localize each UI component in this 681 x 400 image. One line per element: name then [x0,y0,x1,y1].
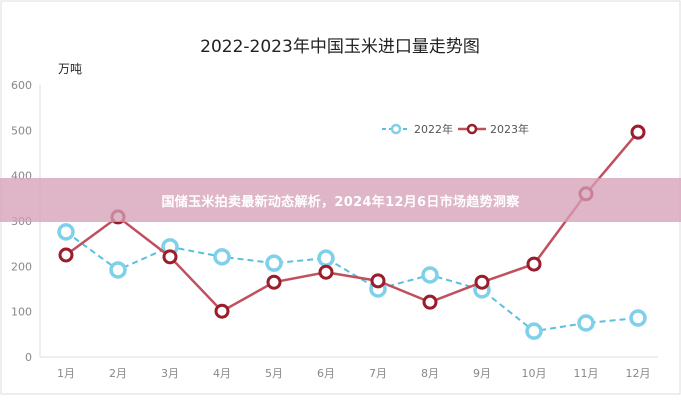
data-point [58,247,74,263]
data-point [421,266,439,284]
data-point [526,256,542,272]
headline-text: 国储玉米拍卖最新动态解析，2024年12月6日市场趋势洞察 [161,194,520,210]
data-point [266,274,282,290]
data-point [213,248,231,266]
x-tick-label: 7月 [369,367,387,380]
data-point [422,294,438,310]
x-tick-label: 2月 [109,367,127,380]
x-tick-label: 3月 [161,367,179,380]
x-tick-label: 9月 [473,367,491,380]
legend-marker [390,123,402,135]
data-point [629,309,647,327]
data-point [317,249,335,267]
data-point [162,249,178,265]
chart-title: 2022-2023年中国玉米进口量走势图 [200,37,480,57]
data-point [474,274,490,290]
x-tick-label: 5月 [265,367,283,380]
y-tick-label: 600 [11,79,32,92]
data-point [318,264,334,280]
y-tick-label: 500 [11,124,32,137]
y-tick-label: 0 [25,351,32,364]
data-point [109,261,127,279]
data-point [370,273,386,289]
x-tick-label: 12月 [626,367,651,380]
series-line [65,131,639,313]
y-axis-label: 万吨 [58,62,82,76]
data-point [214,303,230,319]
data-point [630,124,646,140]
x-tick-label: 8月 [421,367,439,380]
headline-banner: 国储玉米拍卖最新动态解析，2024年12月6日市场趋势洞察 [0,178,681,222]
data-point [265,254,283,272]
data-point [57,223,75,241]
x-tick-label: 11月 [574,367,599,380]
x-tick-label: 6月 [317,367,335,380]
x-tick-label: 1月 [57,367,75,380]
legend-label: 2022年 [414,122,453,136]
x-tick-label: 4月 [213,367,231,380]
data-point [577,314,595,332]
y-tick-label: 200 [11,260,32,273]
legend-marker [466,123,478,135]
x-tick-label: 10月 [522,367,547,380]
legend-label: 2023年 [490,122,529,136]
y-tick-label: 100 [11,306,32,319]
data-point [525,322,543,340]
